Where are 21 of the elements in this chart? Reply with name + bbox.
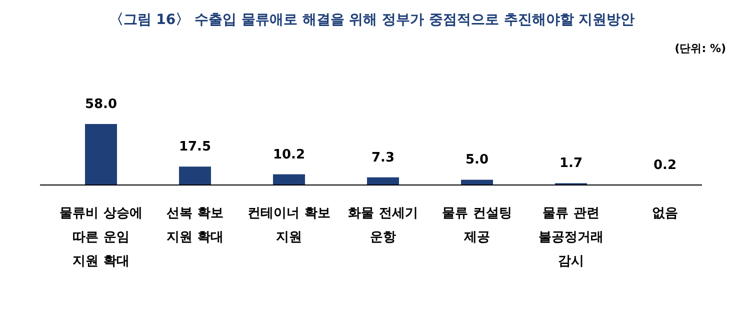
bar	[85, 124, 117, 185]
data-label: 7.3	[371, 150, 395, 166]
x-tick-label: 물류비 상승에 따른 운임 지원 확대	[60, 206, 142, 269]
x-tick-label: 화물 전세기 운항	[348, 206, 418, 245]
bar	[179, 166, 211, 185]
x-tick-label: 컨테이너 확보 지원	[248, 206, 330, 245]
chart-title: 〈그림 16〉 수출입 물류애로 해결을 위해 정부가 중점적으로 추진해야할 지원방안	[109, 12, 635, 28]
x-tick-label: 없음	[652, 206, 678, 221]
data-label: 0.2	[653, 158, 677, 173]
data-label: 10.2	[272, 147, 306, 162]
x-tick-label: 물류 관련 불공정거래 감시	[538, 206, 604, 269]
data-label: 58.0	[84, 97, 118, 112]
bar	[461, 180, 493, 185]
data-label: 1.7	[559, 156, 583, 172]
bar	[367, 177, 399, 185]
x-tick-label: 물류 컨설팅 제공	[442, 206, 512, 245]
data-label: 5.0	[465, 152, 489, 168]
x-tick-label: 선복 확보 지원 확대	[166, 206, 224, 245]
text: (단위: %)	[674, 42, 726, 55]
data-label: 17.5	[178, 140, 212, 155]
bar	[273, 174, 305, 185]
